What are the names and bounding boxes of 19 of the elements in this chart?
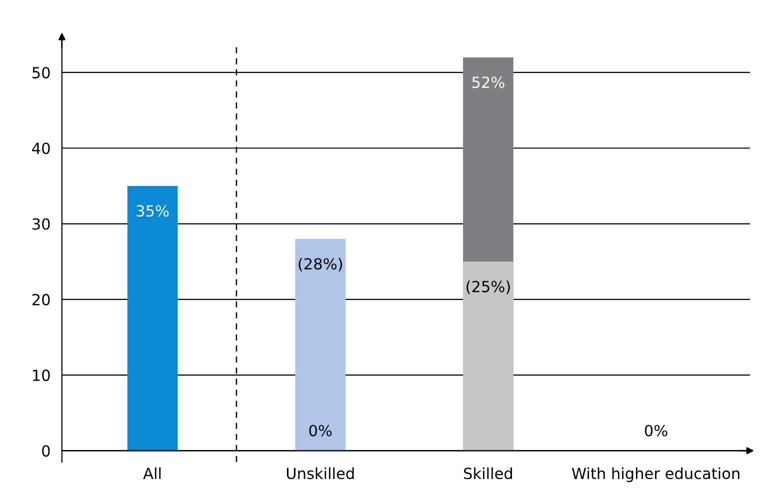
data-label: 0% — [644, 424, 668, 436]
x-tick-label: Skilled — [464, 467, 512, 480]
x-tick-label: All — [143, 467, 161, 479]
y-tick-label: 0 — [42, 445, 50, 457]
bar — [295, 238, 346, 451]
y-tick-label: 20 — [32, 294, 50, 306]
bar — [127, 186, 178, 451]
data-label: (28%) — [298, 258, 342, 272]
y-tick-label: 30 — [32, 218, 50, 230]
data-label: 0% — [309, 424, 332, 436]
data-label: 52% — [472, 76, 504, 88]
y-tick-label: 10 — [33, 370, 50, 382]
data-label: (25%) — [466, 280, 510, 294]
data-label: 35% — [136, 205, 169, 217]
x-tick-label: With higher education — [572, 467, 740, 482]
y-tick-label: 50 — [32, 66, 50, 79]
x-tick-label: Unskilled — [286, 467, 354, 480]
y-tick-label: 40 — [32, 142, 50, 154]
bar — [463, 262, 514, 451]
